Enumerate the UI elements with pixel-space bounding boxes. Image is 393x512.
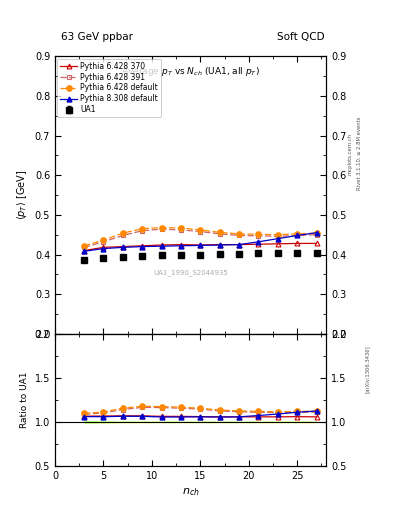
Pythia 6.428 391 bbox=[314, 231, 319, 238]
Pythia 6.428 370 bbox=[178, 242, 183, 248]
Pythia 6.428 370 bbox=[217, 242, 222, 248]
Pythia 6.428 default bbox=[295, 231, 299, 237]
Pythia 6.428 370 bbox=[82, 247, 86, 253]
Text: UA1_1990_S2044935: UA1_1990_S2044935 bbox=[153, 269, 228, 276]
Pythia 6.428 391 bbox=[237, 232, 241, 239]
Pythia 6.428 391 bbox=[217, 231, 222, 237]
Pythia 8.308 default bbox=[217, 242, 222, 248]
Pythia 8.308 default bbox=[140, 244, 145, 250]
Pythia 6.428 391 bbox=[82, 244, 86, 250]
Pythia 6.428 391 bbox=[256, 233, 261, 239]
Pythia 6.428 391 bbox=[198, 228, 203, 234]
Pythia 6.428 default bbox=[198, 227, 203, 233]
Pythia 6.428 default bbox=[159, 224, 164, 230]
Pythia 6.428 default bbox=[101, 237, 106, 243]
Pythia 8.308 default bbox=[178, 243, 183, 249]
Pythia 6.428 default bbox=[314, 230, 319, 236]
Pythia 8.308 default bbox=[237, 242, 241, 248]
Pythia 8.308 default bbox=[256, 239, 261, 245]
Pythia 6.428 370 bbox=[256, 241, 261, 247]
Line: Pythia 6.428 391: Pythia 6.428 391 bbox=[82, 227, 319, 250]
Pythia 8.308 default bbox=[295, 232, 299, 239]
Line: Pythia 6.428 370: Pythia 6.428 370 bbox=[82, 241, 319, 253]
Pythia 6.428 370 bbox=[159, 242, 164, 248]
Pythia 6.428 391 bbox=[101, 239, 106, 245]
Pythia 6.428 370 bbox=[101, 244, 106, 250]
Pythia 6.428 default bbox=[120, 230, 125, 236]
Pythia 6.428 370 bbox=[120, 244, 125, 250]
Pythia 6.428 default bbox=[237, 231, 241, 237]
Pythia 6.428 391 bbox=[120, 232, 125, 239]
Pythia 8.308 default bbox=[101, 245, 106, 251]
Line: Pythia 8.308 default: Pythia 8.308 default bbox=[82, 230, 319, 254]
Text: [arXiv:1306.3436]: [arXiv:1306.3436] bbox=[365, 345, 370, 393]
Text: Average $p_T$ vs $N_{ch}$ (UA1, all $p_T$): Average $p_T$ vs $N_{ch}$ (UA1, all $p_T… bbox=[121, 65, 260, 78]
Pythia 6.428 370 bbox=[140, 243, 145, 249]
Pythia 6.428 370 bbox=[237, 242, 241, 248]
Pythia 6.428 391 bbox=[159, 226, 164, 232]
Y-axis label: Ratio to UA1: Ratio to UA1 bbox=[20, 372, 29, 428]
Text: mcplots.cern.ch: mcplots.cern.ch bbox=[347, 133, 352, 175]
Pythia 6.428 default bbox=[275, 231, 280, 238]
Legend: Pythia 6.428 370, Pythia 6.428 391, Pythia 6.428 default, Pythia 8.308 default, : Pythia 6.428 370, Pythia 6.428 391, Pyth… bbox=[57, 58, 161, 117]
Line: Pythia 6.428 default: Pythia 6.428 default bbox=[81, 225, 319, 248]
Pythia 6.428 default bbox=[82, 243, 86, 249]
Text: Soft QCD: Soft QCD bbox=[277, 32, 324, 42]
Pythia 6.428 default bbox=[140, 226, 145, 232]
Pythia 6.428 370 bbox=[198, 242, 203, 248]
Pythia 8.308 default bbox=[82, 248, 86, 254]
Pythia 6.428 370 bbox=[314, 240, 319, 246]
Pythia 6.428 391 bbox=[295, 232, 299, 239]
Pythia 8.308 default bbox=[275, 236, 280, 242]
Pythia 8.308 default bbox=[198, 242, 203, 248]
Text: Rivet 3.1.10, ≥ 2.8M events: Rivet 3.1.10, ≥ 2.8M events bbox=[357, 117, 362, 190]
Pythia 6.428 370 bbox=[295, 240, 299, 246]
Pythia 6.428 370 bbox=[275, 241, 280, 247]
Pythia 6.428 391 bbox=[140, 228, 145, 234]
Pythia 6.428 391 bbox=[178, 227, 183, 233]
Pythia 6.428 default bbox=[256, 231, 261, 238]
Pythia 8.308 default bbox=[120, 244, 125, 250]
Pythia 6.428 default bbox=[178, 225, 183, 231]
Text: 63 GeV ppbar: 63 GeV ppbar bbox=[61, 32, 133, 42]
X-axis label: $n_{ch}$: $n_{ch}$ bbox=[182, 486, 200, 498]
Pythia 6.428 default bbox=[217, 229, 222, 236]
Pythia 6.428 391 bbox=[275, 233, 280, 239]
Pythia 8.308 default bbox=[314, 230, 319, 236]
Y-axis label: $\langle p_T\rangle$ [GeV]: $\langle p_T\rangle$ [GeV] bbox=[15, 170, 29, 220]
Pythia 8.308 default bbox=[159, 243, 164, 249]
